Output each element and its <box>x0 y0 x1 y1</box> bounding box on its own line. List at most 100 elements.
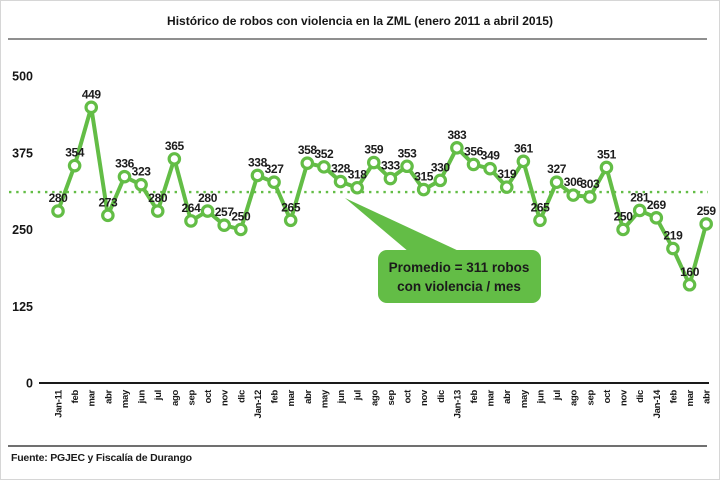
x-axis-tick-label: mar <box>87 389 98 406</box>
y-axis-tick-label: 375 <box>12 146 33 160</box>
data-point-marker <box>400 159 414 174</box>
data-point-label: 280 <box>148 191 168 205</box>
x-axis-tick-label: mar <box>486 389 497 406</box>
top-divider <box>8 38 707 40</box>
data-point-marker <box>51 204 65 218</box>
x-axis-tick-label: Jan-14 <box>652 389 663 418</box>
x-axis-tick-label: dic <box>236 390 247 403</box>
data-point-marker <box>134 177 148 192</box>
data-point-label: 354 <box>65 146 85 160</box>
x-axis-tick-label: jul <box>153 390 164 401</box>
data-point-label: 319 <box>497 167 517 181</box>
data-point-label: 358 <box>298 143 318 157</box>
data-point-marker <box>333 174 348 189</box>
data-point-label: 250 <box>231 210 251 224</box>
x-axis-tick-label: jun <box>336 390 347 405</box>
data-point-label: 351 <box>597 147 617 161</box>
data-point-label: 303 <box>580 177 600 191</box>
x-axis-tick-label: jun <box>137 390 148 405</box>
data-point-label: 361 <box>514 141 534 155</box>
y-axis-tick-label: 250 <box>12 223 33 237</box>
data-point-label: 356 <box>464 144 484 158</box>
data-point-label: 273 <box>98 195 118 209</box>
data-point-label: 353 <box>398 146 418 160</box>
x-axis-tick-label: oct <box>403 389 414 403</box>
data-point-marker <box>317 160 331 174</box>
data-point-marker <box>184 214 198 228</box>
data-point-marker <box>666 241 680 256</box>
data-point-label: 336 <box>115 157 135 171</box>
x-axis-tick-label: Jan-11 <box>54 389 65 418</box>
data-point-label: 352 <box>315 147 335 161</box>
data-point-marker <box>583 190 597 204</box>
y-axis-tick-label: 0 <box>26 377 33 391</box>
data-point-marker <box>649 211 664 225</box>
x-axis-tick-label: may <box>319 389 330 408</box>
data-point-label: 359 <box>364 143 384 157</box>
data-point-marker <box>250 168 265 183</box>
data-point-marker <box>167 152 182 166</box>
data-point-label: 265 <box>281 200 301 214</box>
data-point-marker <box>599 160 614 175</box>
series-line <box>56 105 709 287</box>
x-axis-tick-label: mar <box>286 389 297 406</box>
data-point-marker <box>516 154 531 169</box>
x-axis-tick-label: mar <box>685 389 696 406</box>
data-point-label: 257 <box>215 205 235 219</box>
x-axis-tick-label: sep <box>585 390 596 406</box>
callout-text-line2: con violencia / mes <box>397 279 521 294</box>
data-point-marker <box>67 158 82 173</box>
data-point-marker <box>350 180 364 195</box>
chart-title: Histórico de robos con violencia en la Z… <box>167 14 553 28</box>
x-axis-tick-label: oct <box>203 389 214 403</box>
data-point-marker <box>84 100 99 115</box>
data-point-label: 259 <box>697 204 717 218</box>
x-axis-tick-label: sep <box>386 390 397 406</box>
x-axis-tick-label: jun <box>535 390 546 405</box>
data-point-marker <box>682 277 697 292</box>
y-axis-tick-label: 125 <box>12 300 33 314</box>
data-point-label: 250 <box>614 210 634 224</box>
data-point-marker <box>433 173 448 188</box>
data-point-label: 333 <box>381 159 401 173</box>
x-axis-tick-label: oct <box>602 389 613 403</box>
data-point-label: 318 <box>348 168 368 182</box>
data-point-label: 265 <box>531 200 551 214</box>
x-axis-tick-label: ago <box>369 390 380 406</box>
callout-text-line1: Promedio = 311 robos <box>389 260 530 275</box>
data-point-label: 269 <box>647 198 667 212</box>
x-axis-tick-label: dic <box>635 390 646 403</box>
data-point-marker <box>283 213 298 228</box>
data-point-marker <box>632 203 647 218</box>
data-point-label: 264 <box>182 201 202 215</box>
x-axis-tick-label: feb <box>469 390 480 404</box>
data-point-marker <box>300 156 315 170</box>
data-point-marker <box>699 217 713 231</box>
data-point-label: 219 <box>664 229 684 243</box>
data-point-marker <box>549 175 564 190</box>
data-point-marker <box>566 188 581 202</box>
x-axis-tick-label: may <box>519 389 530 408</box>
data-point-marker <box>366 155 381 170</box>
data-point-label: 280 <box>49 191 69 205</box>
y-axis-tick-label: 500 <box>12 70 33 84</box>
callout-box <box>378 250 541 303</box>
x-axis-tick-label: nov <box>619 389 630 406</box>
data-point-marker <box>616 222 630 237</box>
data-point-marker <box>450 141 464 155</box>
data-point-label: 281 <box>630 190 650 204</box>
data-point-label: 349 <box>481 149 501 163</box>
data-point-label: 315 <box>414 170 434 184</box>
data-point-marker <box>383 171 398 186</box>
x-axis-tick-label: may <box>120 389 131 408</box>
x-axis-tick-label: Jan-12 <box>253 390 264 418</box>
data-point-label: 330 <box>431 160 451 174</box>
data-point-label: 280 <box>198 191 218 205</box>
x-axis-tick-label: ago <box>170 390 181 406</box>
x-axis-tick-label: feb <box>668 390 679 404</box>
data-point-marker <box>234 222 248 237</box>
x-axis-tick-label: Jan-13 <box>452 390 463 418</box>
x-axis-tick-label: nov <box>419 389 430 406</box>
